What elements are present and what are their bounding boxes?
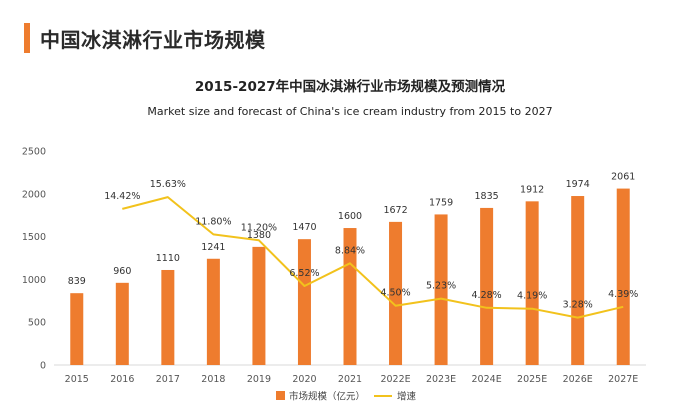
x-tick-label: 2019 (247, 374, 271, 385)
growth-value-labels: 14.42% 15.63% 11.80% 11.20% 6.52% 8.84% 4.50% 5… (104, 179, 638, 311)
section-title: 中国冰淇淋行业市场规模 (40, 27, 266, 52)
bar-value-labels: 839 960 1110 1241 1380 1470 1600 1672 1759 1835 19… (68, 172, 636, 288)
chart-subtitle: Market size and forecast of China's ice … (147, 105, 552, 118)
legend: 市场规模（亿元） 增速 (276, 391, 417, 403)
bar-value-label: 1759 (429, 197, 453, 208)
bar-value-label: 960 (113, 266, 131, 277)
bar-value-label: 1110 (156, 253, 180, 264)
bar (343, 228, 357, 365)
bar-value-label: 2061 (611, 172, 635, 183)
y-tick-label: 2000 (22, 189, 46, 200)
bar-value-label: 1380 (247, 230, 271, 241)
x-tick-label: 2025E (517, 374, 547, 385)
x-tick-label: 2017 (156, 374, 180, 385)
bar-value-label: 1600 (338, 211, 362, 222)
x-tick-label: 2018 (201, 374, 225, 385)
bar (525, 201, 539, 365)
y-tick-label: 2500 (22, 147, 46, 158)
bar (389, 221, 403, 365)
x-tick-label: 2026E (563, 374, 593, 385)
x-tick-label: 2016 (110, 374, 134, 385)
growth-value-label: 4.50% (380, 288, 410, 299)
bar (115, 282, 129, 365)
growth-value-label: 11.80% (195, 216, 231, 227)
bar-value-label: 1912 (520, 184, 544, 195)
bar (252, 246, 266, 365)
x-tick-label: 2015 (65, 374, 89, 385)
y-tick-label: 1500 (22, 232, 46, 243)
growth-value-label: 6.52% (289, 268, 319, 279)
bar (161, 269, 175, 365)
growth-value-label: 15.63% (150, 179, 186, 190)
x-tick-label: 2021 (338, 374, 362, 385)
legend-bar-label: 市场规模（亿元） (289, 391, 365, 403)
bar (297, 239, 311, 365)
bar (571, 196, 585, 365)
x-tick-label: 2023E (426, 374, 456, 385)
y-tick-label: 1000 (22, 275, 46, 286)
bar-value-label: 839 (68, 276, 86, 287)
growth-value-label: 8.84% (335, 245, 365, 256)
growth-line (122, 196, 624, 319)
bar (616, 188, 630, 365)
bar-value-label: 1672 (383, 205, 407, 216)
x-tick-label: 2020 (292, 374, 316, 385)
bar-series (70, 188, 630, 365)
y-axis: 0 500 1000 1500 2000 2500 (22, 147, 46, 372)
bar (70, 293, 84, 365)
y-tick-label: 500 (28, 318, 46, 329)
section-header: 中国冰淇淋行业市场规模 (24, 22, 266, 54)
x-axis: 2015 2016 2017 2018 2019 2020 2021 2022E 2023E 20… (54, 364, 646, 385)
legend-line-label: 增速 (397, 391, 417, 403)
growth-value-label: 4.28% (472, 290, 502, 301)
header-accent-bar (24, 23, 30, 53)
bar-value-label: 1974 (566, 179, 590, 190)
bar-value-label: 1835 (475, 191, 499, 202)
bar (206, 258, 220, 365)
legend-bar-swatch (276, 391, 285, 400)
growth-value-label: 11.20% (241, 222, 277, 233)
x-tick-label: 2022E (380, 374, 410, 385)
x-tick-label: 2027E (608, 374, 638, 385)
y-tick-label: 0 (40, 361, 46, 372)
growth-value-label: 3.28% (563, 300, 593, 311)
bar-value-label: 1241 (201, 242, 225, 253)
bar (434, 214, 448, 365)
x-tick-label: 2024E (472, 374, 502, 385)
growth-value-label: 14.42% (104, 191, 140, 202)
bar-value-label: 1470 (292, 222, 316, 233)
growth-line-series (122, 196, 624, 319)
bar (480, 207, 494, 365)
growth-value-label: 4.19% (517, 291, 547, 302)
chart-title: 2015-2027年中国冰淇淋行业市场规模及预测情况 (195, 78, 506, 95)
growth-value-label: 5.23% (426, 281, 456, 292)
growth-value-label: 4.39% (608, 289, 638, 300)
